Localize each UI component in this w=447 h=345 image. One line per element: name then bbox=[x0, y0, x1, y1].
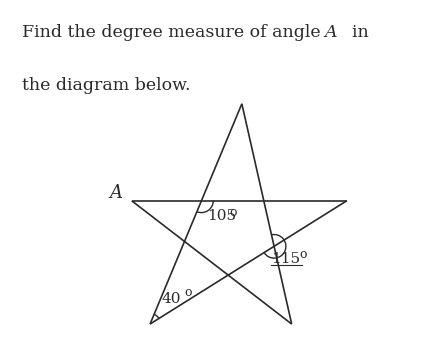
Text: 115: 115 bbox=[271, 252, 300, 266]
Text: o: o bbox=[229, 206, 236, 218]
Text: Find the degree measure of angle: Find the degree measure of angle bbox=[22, 24, 326, 41]
Text: the diagram below.: the diagram below. bbox=[22, 77, 191, 94]
Text: 105: 105 bbox=[207, 209, 236, 223]
Text: A: A bbox=[325, 24, 337, 41]
Text: o: o bbox=[184, 286, 192, 299]
Text: o: o bbox=[299, 248, 307, 260]
Text: 40: 40 bbox=[162, 292, 181, 306]
Text: A: A bbox=[110, 184, 122, 202]
Text: in: in bbox=[341, 24, 368, 41]
